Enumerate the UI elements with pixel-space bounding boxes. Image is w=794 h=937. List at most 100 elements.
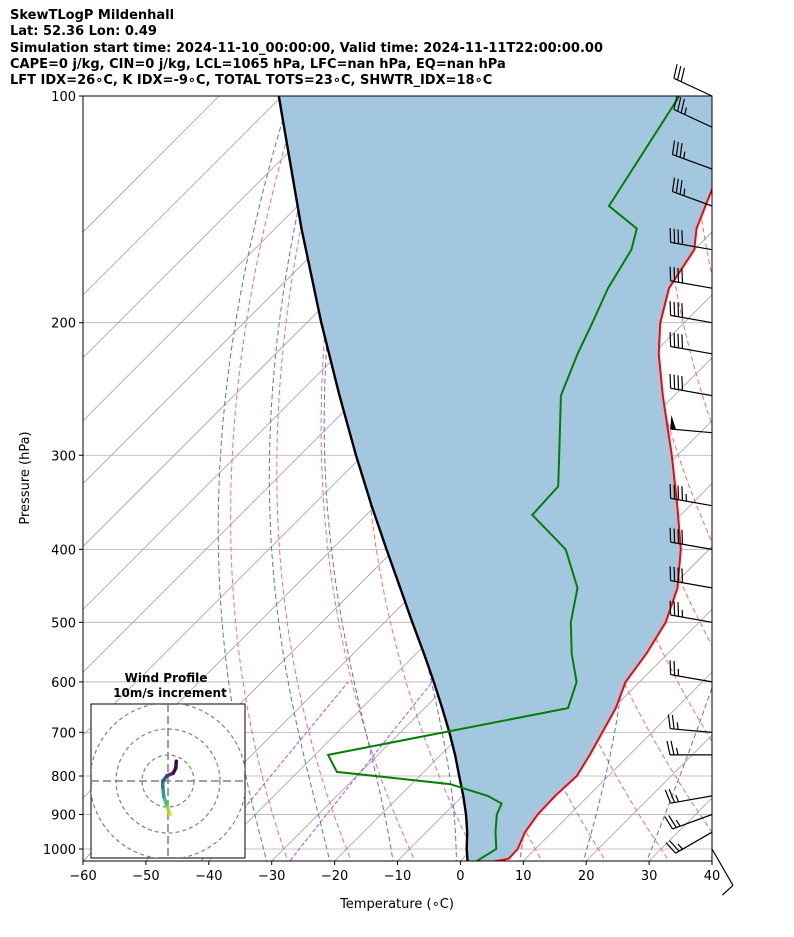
y-tick-label: 1000	[43, 843, 76, 858]
wind-barb	[669, 660, 713, 683]
barb-full	[679, 143, 683, 158]
barb-full	[679, 180, 683, 195]
wind-barb	[673, 95, 713, 128]
barb-full	[677, 333, 680, 348]
y-tick-label: 200	[51, 317, 76, 332]
barb-full	[677, 65, 682, 81]
barb-full	[670, 740, 675, 756]
barb-full	[681, 568, 684, 583]
mixing-ratio-line	[289, 681, 433, 861]
wind-barb	[673, 64, 713, 97]
barb-shaft	[670, 580, 713, 589]
barb-full	[675, 178, 679, 194]
wind-barb	[666, 740, 712, 756]
barb-full	[664, 816, 674, 830]
barb-shaft	[670, 314, 713, 324]
hodograph-title: Wind Profile	[125, 671, 208, 685]
wind-barb	[671, 177, 713, 207]
dry-adiabat	[689, 96, 712, 279]
x-tick-label: −40	[195, 869, 222, 884]
wind-barb	[669, 373, 713, 397]
barb-full	[673, 332, 676, 348]
barb-full	[677, 602, 680, 617]
x-tick-label: 40	[704, 869, 721, 884]
barb-shaft	[670, 728, 713, 733]
barb-full	[669, 266, 672, 281]
wind-barb	[669, 266, 713, 289]
barb-full	[671, 177, 676, 192]
barb-half	[683, 188, 686, 196]
wind-barb	[669, 600, 713, 623]
x-axis-label: Temperature (∘C)	[339, 897, 454, 912]
barb-full	[673, 528, 676, 543]
barb-shaft	[670, 674, 713, 683]
dry-adiabat	[756, 96, 794, 865]
barb-full	[681, 376, 684, 391]
isotherm-line	[83, 96, 346, 359]
dry-adiabat	[230, 96, 300, 861]
isotherm-line	[711, 860, 712, 861]
wind-barb	[664, 788, 713, 804]
barb-shaft	[670, 497, 713, 507]
barb-full	[669, 660, 672, 675]
wind-barb	[665, 831, 713, 854]
barb-full	[673, 566, 676, 582]
barb-full	[664, 789, 672, 804]
barb-full	[677, 229, 680, 244]
barb-full	[665, 842, 677, 854]
barb-shaft	[711, 848, 734, 886]
chart-header: SkewTLogP Mildenhall Lat: 52.36 Lon: 0.4…	[10, 8, 603, 89]
wind-barb	[711, 848, 734, 896]
barb-full	[680, 67, 685, 82]
y-tick-label: 800	[51, 770, 76, 785]
barb-shaft	[672, 813, 713, 830]
x-tick-label: 0	[456, 869, 464, 884]
wind-barb	[670, 415, 713, 434]
x-tick-label: −20	[321, 869, 348, 884]
moist-adiabat	[217, 96, 291, 861]
barb-full	[677, 529, 680, 544]
barb-shaft	[670, 241, 713, 251]
wind-barb	[669, 566, 713, 589]
y-tick-label: 100	[51, 90, 76, 105]
wind-barb	[669, 301, 713, 324]
cape-line: CAPE=0 j/kg, CIN=0 j/kg, LCL=1065 hPa, L…	[10, 56, 506, 72]
barb-full	[669, 566, 672, 581]
barb-full	[669, 301, 672, 316]
barb-half	[676, 722, 679, 730]
dry-adiabat	[276, 96, 352, 861]
x-tick-label: 10	[515, 869, 532, 884]
wind-barb	[669, 527, 713, 550]
barb-full	[677, 567, 680, 583]
barb-shaft	[672, 191, 713, 207]
moist-adiabat	[709, 855, 712, 861]
barb-half	[684, 107, 687, 115]
dry-adiabat	[723, 96, 794, 865]
barb-full	[671, 714, 675, 730]
barb-full	[668, 788, 676, 803]
x-tick-label: −60	[69, 869, 96, 884]
y-tick-label: 400	[51, 543, 76, 558]
moist-adiabat	[323, 96, 394, 861]
parcel-profile-line	[277, 96, 469, 861]
y-axis-label: Pressure (hPa)	[18, 431, 33, 524]
barb-full	[673, 601, 676, 616]
moist-adiabat	[268, 96, 331, 861]
wind-barb	[669, 484, 713, 507]
cin-shading	[278, 96, 712, 861]
y-tick-label: 300	[51, 449, 76, 464]
x-tick-label: 30	[641, 869, 658, 884]
dry-adiabat	[320, 96, 416, 861]
barb-full	[673, 267, 676, 282]
barb-shaft	[672, 154, 713, 170]
barb-full	[673, 95, 678, 110]
barb-shaft	[670, 541, 713, 550]
barb-full	[669, 600, 672, 616]
barb-half	[677, 843, 684, 850]
barb-shaft	[670, 387, 713, 397]
barb-full	[677, 97, 682, 112]
barb-shaft	[675, 831, 713, 854]
barb-full	[669, 228, 672, 243]
dewpoint-line	[326, 96, 681, 861]
